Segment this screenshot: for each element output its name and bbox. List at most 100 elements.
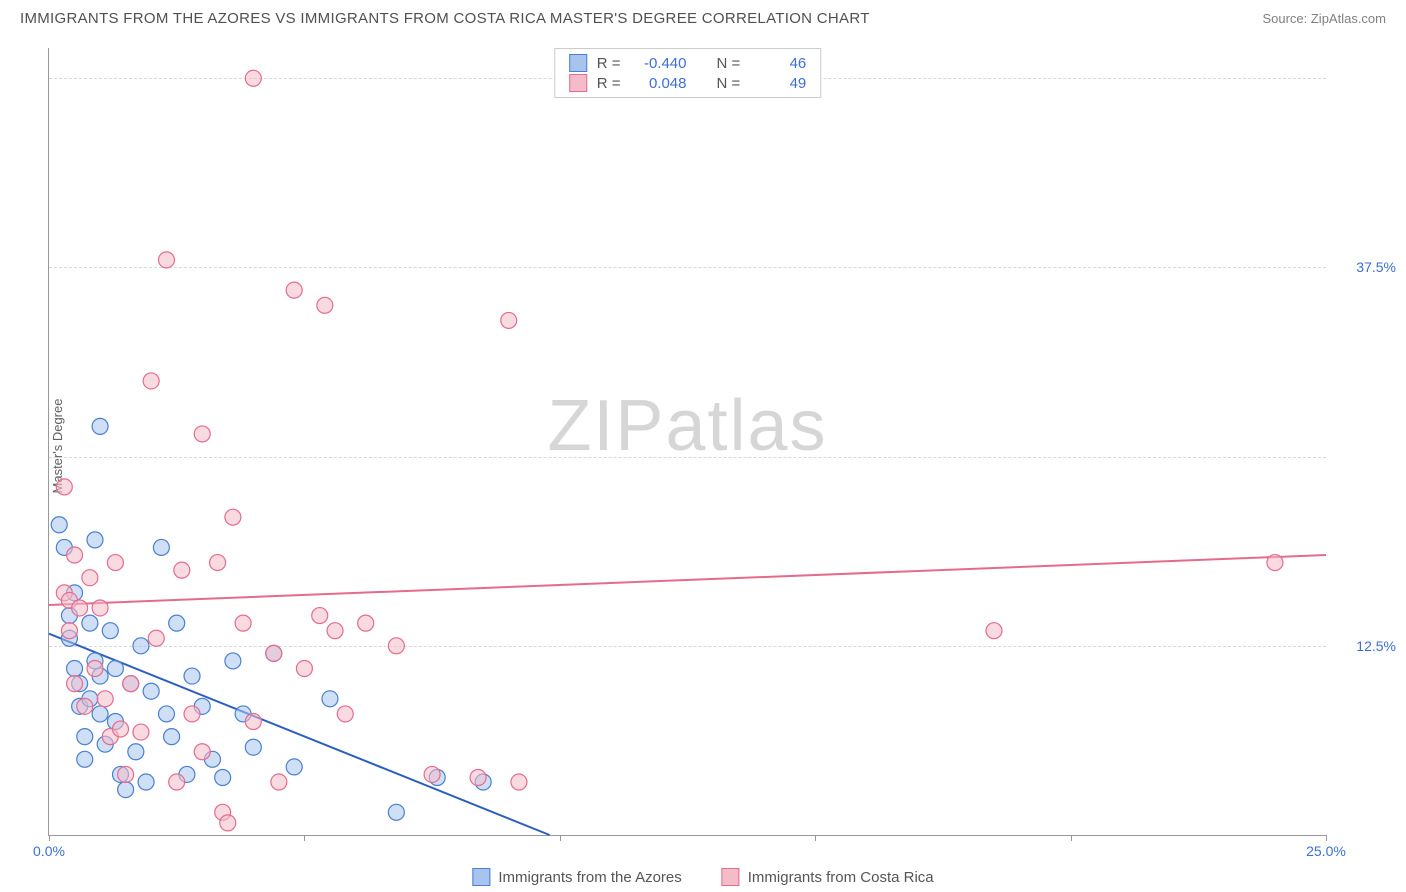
legend-stats-box: R = -0.440 N = 46 R = 0.048 N = 49 [554,48,822,98]
data-point [128,744,144,760]
title-bar: IMMIGRANTS FROM THE AZORES VS IMMIGRANTS… [0,0,1406,35]
source-label: Source: ZipAtlas.com [1262,11,1386,26]
x-tick [560,835,561,841]
data-point [327,623,343,639]
data-point [97,691,113,707]
data-point [87,661,103,677]
data-point [169,615,185,631]
data-point [184,668,200,684]
data-point [511,774,527,790]
data-point [317,297,333,313]
data-point [158,706,174,722]
data-point [87,532,103,548]
n-value: 49 [750,75,806,92]
data-point [133,638,149,654]
data-point [312,608,328,624]
data-point [123,676,139,692]
data-point [245,739,261,755]
legend-swatch [569,54,587,72]
data-point [67,676,83,692]
data-point [296,661,312,677]
data-point [102,623,118,639]
x-tick [815,835,816,841]
chart-title: IMMIGRANTS FROM THE AZORES VS IMMIGRANTS… [20,10,870,27]
data-point [174,562,190,578]
data-point [286,759,302,775]
data-point [143,683,159,699]
data-point [322,691,338,707]
data-point [158,252,174,268]
x-tick-label: 0.0% [33,843,65,859]
scatter-plot-svg [49,48,1326,835]
data-point [56,479,72,495]
bottom-legend-item: Immigrants from Costa Rica [722,868,934,886]
legend-swatch [472,868,490,886]
data-point [118,782,134,798]
x-tick [1071,835,1072,841]
data-point [235,615,251,631]
x-tick [1326,835,1327,841]
data-point [51,517,67,533]
data-point [194,744,210,760]
legend-label: Immigrants from Costa Rica [748,869,934,886]
data-point [72,600,88,616]
data-point [225,653,241,669]
data-point [77,751,93,767]
data-point [67,547,83,563]
data-point [92,706,108,722]
data-point [388,638,404,654]
data-point [245,713,261,729]
data-point [271,774,287,790]
r-label: R = [597,75,621,92]
y-tick-label: 12.5% [1356,638,1396,654]
n-label: N = [717,55,741,72]
data-point [107,661,123,677]
data-point [61,623,77,639]
data-point [164,729,180,745]
r-label: R = [597,55,621,72]
data-point [286,282,302,298]
data-point [1267,555,1283,571]
legend-stats-row: R = -0.440 N = 46 [569,53,807,73]
x-tick [49,835,50,841]
data-point [470,769,486,785]
data-point [67,661,83,677]
chart-plot-area: ZIPatlas R =-0.440N =46R =0.048N =49 12.… [48,48,1326,836]
data-point [153,539,169,555]
legend-label: Immigrants from the Azores [498,869,681,886]
data-point [215,769,231,785]
data-point [184,706,200,722]
r-value: 0.048 [631,75,687,92]
data-point [266,645,282,661]
data-point [220,815,236,831]
data-point [133,724,149,740]
data-point [82,570,98,586]
data-point [143,373,159,389]
bottom-legend-item: Immigrants from the Azores [472,868,681,886]
data-point [358,615,374,631]
data-point [148,630,164,646]
data-point [113,721,129,737]
y-tick-label: 37.5% [1356,259,1396,275]
r-value: -0.440 [631,55,687,72]
data-point [92,600,108,616]
x-tick [304,835,305,841]
n-value: 46 [750,55,806,72]
data-point [986,623,1002,639]
data-point [118,766,134,782]
data-point [194,426,210,442]
data-point [337,706,353,722]
data-point [77,729,93,745]
legend-swatch [722,868,740,886]
legend-stats-row: R = 0.048 N = 49 [569,73,807,93]
data-point [210,555,226,571]
data-point [225,509,241,525]
data-point [501,312,517,328]
data-point [138,774,154,790]
data-point [245,70,261,86]
legend-swatch [569,74,587,92]
bottom-legend: Immigrants from the Azores Immigrants fro… [472,868,933,886]
trend-line [49,555,1326,605]
n-label: N = [717,75,741,92]
data-point [92,418,108,434]
